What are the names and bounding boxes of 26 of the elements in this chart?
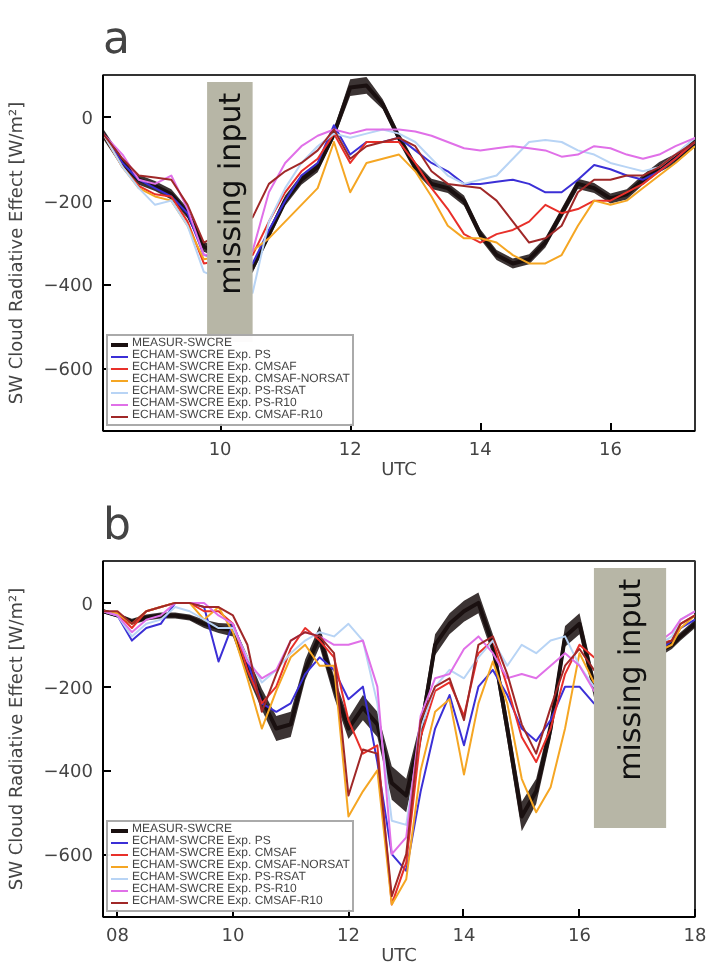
x-tick-label: 16 bbox=[568, 927, 592, 947]
x-tick-label: 12 bbox=[337, 927, 360, 947]
x-tick-label: 14 bbox=[468, 441, 493, 461]
chart-title: a bbox=[103, 15, 130, 65]
x-axis-title: UTC bbox=[381, 947, 417, 967]
chart-title: b bbox=[103, 501, 131, 551]
x-tick-label: 18 bbox=[683, 927, 707, 947]
y-tick-label: 0 bbox=[81, 109, 94, 130]
x-tick-label: 14 bbox=[452, 927, 476, 947]
y-tick-label: 0 bbox=[81, 595, 94, 616]
y-tick-label: −400 bbox=[43, 763, 94, 784]
y-tick-label: −200 bbox=[43, 679, 94, 700]
x-tick-label: 10 bbox=[221, 927, 245, 947]
x-tick-label: 12 bbox=[338, 441, 362, 461]
y-tick-label: −200 bbox=[43, 193, 94, 214]
y-tick-label: −400 bbox=[43, 277, 94, 298]
y-axis-title: SW Cloud Radiative Effect [W/m²] bbox=[7, 101, 28, 405]
band-label: missing input bbox=[612, 578, 649, 781]
y-tick-label: −600 bbox=[43, 361, 94, 382]
x-tick-label: 16 bbox=[598, 441, 623, 461]
band-label: missing input bbox=[211, 92, 248, 295]
y-axis-title: SW Cloud Radiative Effect [W/m²] bbox=[7, 587, 28, 891]
x-tick-label: 10 bbox=[208, 441, 233, 461]
x-tick-label: 08 bbox=[105, 927, 130, 947]
x-axis-title: UTC bbox=[381, 461, 417, 481]
y-tick-label: −600 bbox=[43, 847, 94, 868]
